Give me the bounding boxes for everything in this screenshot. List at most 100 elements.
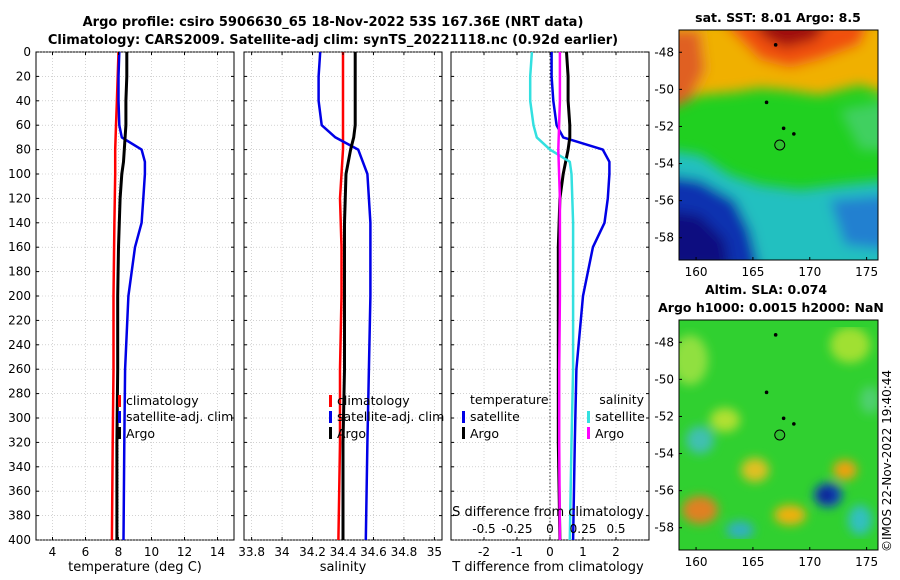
ytick-label: 140: [8, 216, 31, 230]
sla-blob-warm-1: [833, 460, 857, 480]
map-ytick-label: -50: [654, 82, 674, 96]
legend-swatch-s-argo: [587, 427, 590, 439]
map-ytick-label: -50: [654, 372, 674, 386]
legend-swatch-satellite: [329, 411, 332, 423]
salinity-xlabel: salinity: [320, 560, 367, 575]
difference-top-label: S difference from climatology: [452, 505, 644, 520]
sla-blob-mid: [860, 386, 878, 414]
temperature-panel: 0 20 40 60 80 100 120 140 160 180 200 220 240 260 280 3…: [8, 45, 235, 575]
xtick-label: 12: [177, 545, 192, 559]
sst-map: sat. SST: 8.01 Argo: 8.5 160 165 170 175 -48…: [654, 10, 879, 279]
legend-s-argo: Argo: [595, 426, 624, 441]
sla-blob-warm-4: [774, 505, 806, 525]
sla-blob-warm-3: [682, 496, 718, 524]
legend-swatch-s-satellite: [587, 411, 590, 423]
xtick-label: 1: [579, 545, 587, 559]
ytick-label: 0: [23, 45, 31, 59]
xtick-label: 10: [144, 545, 159, 559]
map-xtick-label: 160: [685, 555, 708, 569]
legend-satellite: satellite-adj. clim: [126, 409, 233, 424]
ytick-label: 280: [8, 387, 31, 401]
xtick-label: 33.8: [238, 545, 265, 559]
map-xtick-label: 165: [741, 265, 764, 279]
sst-coldest: [679, 212, 729, 260]
legend-temperature-title: temperature: [470, 392, 549, 407]
ytick-label: 20: [16, 69, 31, 83]
legend-swatch-satellite: [118, 411, 121, 423]
sst-mid-east: [840, 102, 878, 150]
island-dot: [792, 422, 796, 426]
sst-map-frame: [678, 29, 879, 261]
legend-swatch-argo: [118, 427, 121, 439]
island-dot: [764, 390, 769, 395]
series-line-argo: [115, 52, 129, 540]
salinity-legend: climatology satellite-adj. clim Argo: [329, 393, 444, 441]
ytick-label: 160: [8, 240, 31, 254]
map-xtick-label: 170: [798, 265, 821, 279]
argo-marker: [774, 139, 786, 151]
map-xtick-label: 175: [855, 265, 878, 279]
title-line-2: Climatology: CARS2009. Satellite-adj cli…: [48, 33, 618, 48]
series-line-s-satellite: [528, 52, 575, 540]
sla-blob-2: [830, 327, 870, 363]
sla-blob-coldest: [819, 489, 833, 501]
xtick-label: -1: [511, 545, 523, 559]
island-dot: [764, 100, 769, 105]
island-dot: [773, 43, 778, 47]
legend-argo: Argo: [337, 426, 366, 441]
sla-blob-cool-2: [848, 505, 872, 535]
island-dot: [781, 126, 786, 131]
difference-xlabel: T difference from climatology: [451, 560, 644, 575]
legend-s-satellite: satellite: [595, 409, 645, 424]
island-dot: [792, 132, 796, 136]
sla-blob-1: [679, 335, 708, 385]
series-line-argo: [341, 52, 357, 540]
map-xtick-label: 170: [798, 555, 821, 569]
xtick-label: 6: [82, 545, 90, 559]
ytick-label: 100: [8, 167, 31, 181]
sla-map: Altim. SLA: 0.074 Argo h1000: 0.0015 h20…: [654, 282, 883, 569]
sst-warm-west: [679, 30, 705, 105]
top-tick-label: 0.5: [606, 522, 625, 536]
map-ytick-label: -52: [654, 409, 674, 423]
imos-watermark: ©IMOS 22-Nov-2022 19:40:44: [880, 370, 894, 552]
ytick-label: 260: [8, 362, 31, 376]
legend-swatch-climatology: [118, 395, 121, 407]
series-line-satellite-adj-clim: [117, 52, 147, 540]
xtick-label: 34.2: [299, 545, 326, 559]
map-ytick-label: -48: [654, 335, 674, 349]
series-line-climatology: [337, 52, 345, 540]
ytick-label: 320: [8, 435, 31, 449]
ytick-label: 120: [8, 191, 31, 205]
legend-climatology: climatology: [337, 393, 410, 408]
legend-salinity-title: salinity: [599, 392, 644, 407]
map-ytick-label: -58: [654, 231, 674, 245]
series-line-t-satellite: [550, 52, 611, 540]
ytick-label: 360: [8, 484, 31, 498]
xtick-label: 34.8: [391, 545, 418, 559]
sla-map-title-2: Argo h1000: 0.0015 h2000: NaN: [658, 300, 884, 315]
sla-map-frame: [678, 319, 879, 551]
xtick-label: 34.6: [360, 545, 387, 559]
xtick-label: 34: [274, 545, 289, 559]
argo-marker: [774, 429, 786, 441]
map-ytick-label: -54: [654, 447, 674, 461]
ytick-label: 220: [8, 313, 31, 327]
ytick-label: 40: [16, 94, 31, 108]
legend-t-satellite: satellite: [470, 409, 520, 424]
island-dot: [773, 333, 778, 337]
map-xtick-label: 160: [685, 265, 708, 279]
sla-blob-cool-1: [726, 521, 754, 539]
xtick-label: 0: [546, 545, 554, 559]
ytick-label: 400: [8, 533, 31, 547]
map-ytick-label: -52: [654, 119, 674, 133]
ytick-label: 80: [16, 143, 31, 157]
xtick-label: 4: [49, 545, 57, 559]
sst-cool-southeast: [830, 196, 878, 249]
top-tick-label: -0.25: [501, 522, 532, 536]
map-ytick-label: -58: [654, 521, 674, 535]
top-tick-label: 0.25: [570, 522, 597, 536]
temperature-xlabel: temperature (deg C): [68, 560, 202, 575]
series-line-climatology: [110, 52, 120, 540]
